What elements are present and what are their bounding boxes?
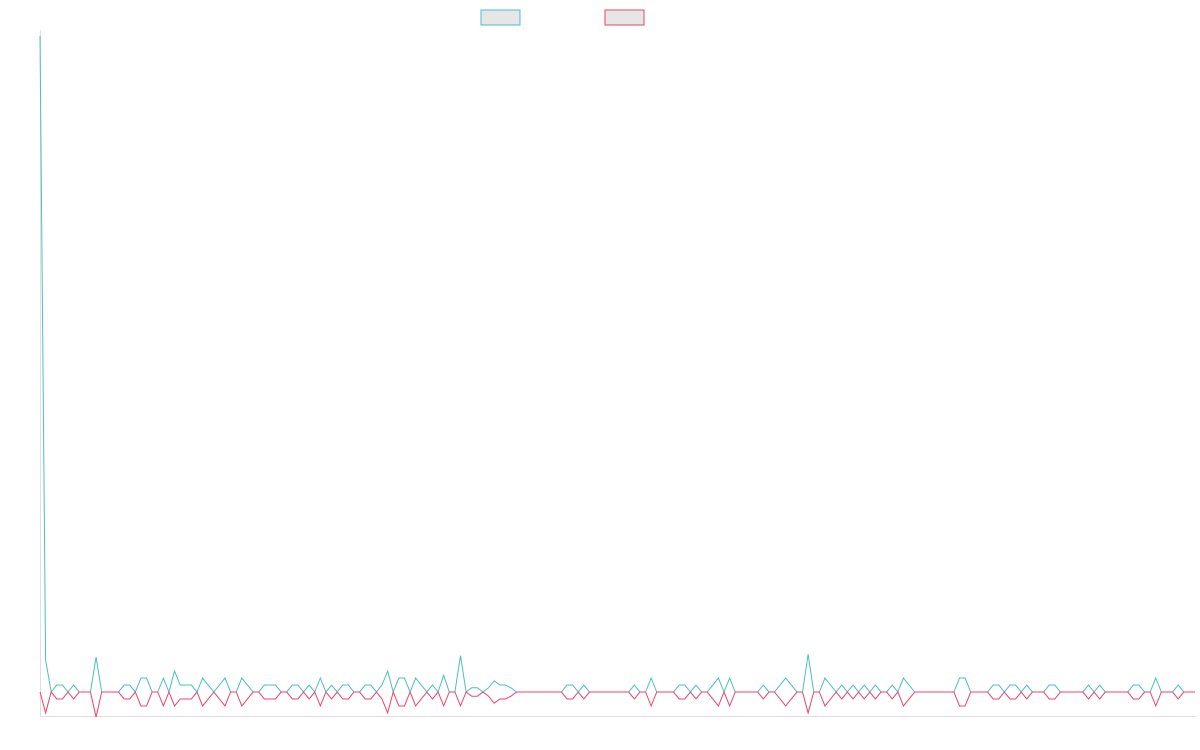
- series-line-2: [39, 690, 1195, 718]
- axes: [40, 30, 1196, 717]
- series-layer: [39, 35, 1195, 718]
- legend[interactable]: [480, 9, 645, 26]
- legend-swatch-series-1[interactable]: [480, 9, 521, 26]
- legend-swatch-series-2[interactable]: [604, 9, 645, 26]
- series-line-1: [39, 35, 1195, 694]
